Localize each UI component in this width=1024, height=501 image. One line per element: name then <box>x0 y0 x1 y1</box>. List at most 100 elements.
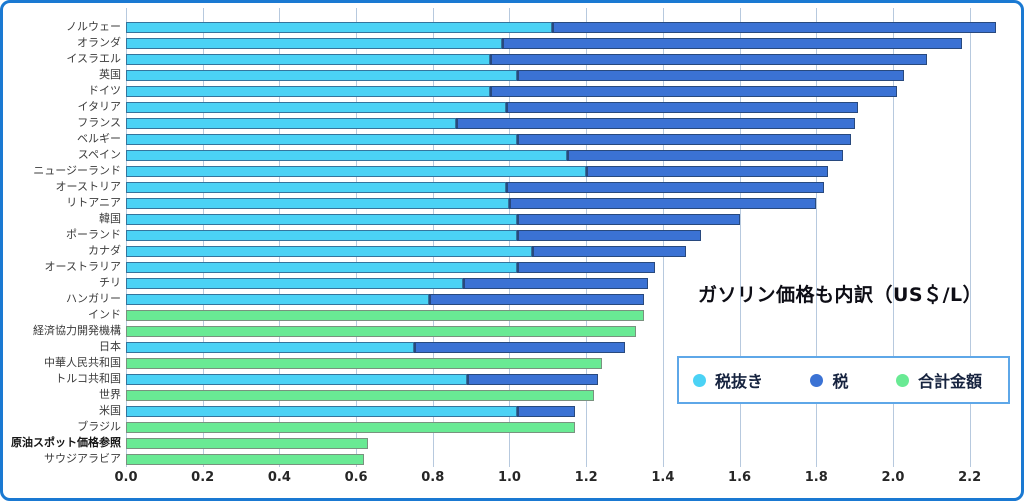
chart-row: ノルウェー <box>3 19 1013 35</box>
category-label: リトアニア <box>66 196 121 209</box>
category-label: 原油スポット価格参照 <box>11 436 121 449</box>
bar-track <box>126 293 1008 305</box>
bar-segment-tax <box>463 277 648 289</box>
bar-segment-tax <box>490 53 928 65</box>
bar-segment-tax <box>517 261 656 273</box>
chart-row: イタリア <box>3 99 1013 115</box>
x-axis-tick-label: 2.2 <box>958 470 982 485</box>
bar-segment-untaxed <box>126 85 491 97</box>
x-axis-tick-label: 0.0 <box>114 470 138 485</box>
bar-track <box>126 277 1008 289</box>
chart-row: オランダ <box>3 35 1013 51</box>
bar-segment-tax <box>532 245 686 257</box>
legend-item-label: 合計金額 <box>917 372 982 391</box>
chart-row: 米国 <box>3 403 1013 419</box>
bar-segment-tax <box>567 149 844 161</box>
bar-segment-untaxed <box>126 53 491 65</box>
x-axis: 0.0 0.2 0.4 0.6 0.8 1.0 1.2 1.4 1.6 1.8 2.0 2.2 <box>114 470 1008 490</box>
category-label: 韓国 <box>99 212 121 225</box>
chart-row: トルコ共和国 <box>3 371 1013 387</box>
legend-dot-icon <box>810 373 824 387</box>
bar-segment-tax <box>517 229 702 241</box>
chart-row: ニュージーランド <box>3 163 1013 179</box>
chart-row: スペイン <box>3 147 1013 163</box>
category-label: ポーランド <box>66 228 121 241</box>
chart-row: フランス <box>3 115 1013 131</box>
legend-item-label: 税抜き <box>715 372 764 391</box>
chart-row: カナダ <box>3 243 1013 259</box>
gridline <box>739 8 741 467</box>
bar-segment-tax <box>413 341 625 353</box>
bar-segment-untaxed <box>126 245 533 257</box>
bar-segment-tax <box>517 69 905 81</box>
bar-segment-tax <box>517 213 740 225</box>
category-label: ブラジル <box>77 420 121 433</box>
category-label: インド <box>88 308 121 321</box>
bar-segment-total <box>126 437 368 449</box>
bar-track <box>126 21 1008 33</box>
bar-track <box>126 309 1008 321</box>
category-label: 英国 <box>99 68 121 81</box>
bar-track <box>126 117 1008 129</box>
x-axis-tick-label: 0.2 <box>191 470 215 485</box>
bar-segment-total <box>126 421 575 433</box>
bar-segment-tax <box>551 21 997 33</box>
category-label: カナダ <box>88 244 121 257</box>
bar-segment-untaxed <box>126 69 518 81</box>
category-label: フランス <box>77 116 121 129</box>
bar-segment-tax <box>517 133 851 145</box>
bar-track <box>126 69 1008 81</box>
bar-track <box>126 245 1008 257</box>
bar-segment-total <box>126 453 364 465</box>
chart-row: オーストラリア <box>3 259 1013 275</box>
category-label: オランダ <box>77 36 121 49</box>
category-label: ベルギー <box>77 132 121 145</box>
bar-track <box>126 133 1008 145</box>
bar-segment-tax <box>517 405 575 417</box>
chart-row: 日本 <box>3 339 1013 355</box>
bar-segment-untaxed <box>126 293 429 305</box>
chart-row: 中華人民共和国 <box>3 355 1013 371</box>
bar-track <box>126 213 1008 225</box>
bar-track <box>126 325 1008 337</box>
legend-item: 税抜き <box>693 368 763 392</box>
bar-track <box>126 261 1008 273</box>
bar-segment-untaxed <box>126 277 464 289</box>
bar-segment-untaxed <box>126 341 414 353</box>
bar-track <box>126 389 1008 401</box>
bar-segment-tax <box>467 373 598 385</box>
bar-segment-untaxed <box>126 149 567 161</box>
bar-track <box>126 373 1008 385</box>
bar-segment-untaxed <box>126 133 518 145</box>
bar-segment-untaxed <box>126 213 518 225</box>
category-label: オーストリア <box>55 180 121 193</box>
chart-row: 韓国 <box>3 211 1013 227</box>
legend-dot-icon <box>895 373 909 387</box>
chart-title: ガソリン価格も内訳（US＄/L） <box>698 284 983 306</box>
category-label: ハンガリー <box>66 292 121 305</box>
bar-segment-untaxed <box>126 373 468 385</box>
bar-track <box>126 101 1008 113</box>
bar-segment-tax <box>586 165 828 177</box>
bar-segment-total <box>126 389 594 401</box>
category-label: サウジアラビア <box>44 452 121 465</box>
x-axis-tick-label: 2.0 <box>881 470 905 485</box>
chart-row: ドイツ <box>3 83 1013 99</box>
x-axis-tick-label: 1.2 <box>574 470 598 485</box>
category-label: 経済協力開発機構 <box>33 324 121 337</box>
gridline <box>892 8 894 467</box>
chart-row: チリ <box>3 275 1013 291</box>
chart-row: ベルギー <box>3 131 1013 147</box>
bar-track <box>126 37 1008 49</box>
chart-row: 英国 <box>3 67 1013 83</box>
chart-row: オーストリア <box>3 179 1013 195</box>
x-axis-tick-label: 0.4 <box>267 470 291 485</box>
bar-track <box>126 341 1008 353</box>
x-axis-tick-label: 0.6 <box>344 470 368 485</box>
chart-row: 原油スポット価格参照 <box>3 435 1013 451</box>
chart-row: リトアニア <box>3 195 1013 211</box>
x-axis-tick-label: 1.0 <box>497 470 521 485</box>
category-label: イスラエル <box>66 52 121 65</box>
bar-segment-tax <box>490 85 897 97</box>
